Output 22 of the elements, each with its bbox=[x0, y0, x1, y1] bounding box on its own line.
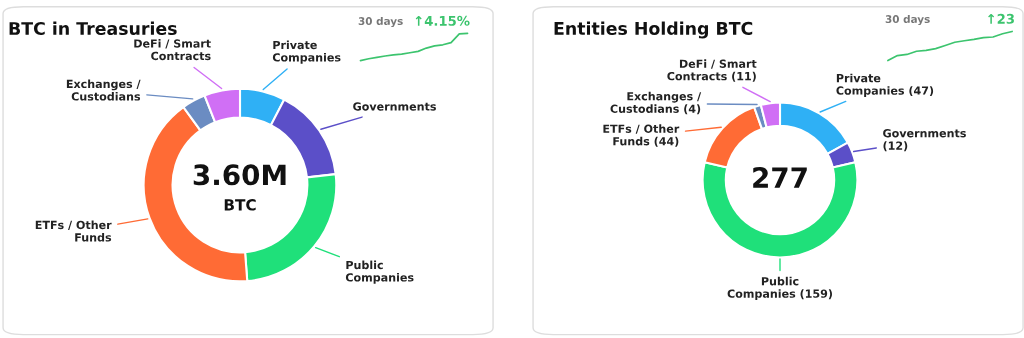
slice-label: ETFs / Other Funds bbox=[35, 220, 112, 242]
slice-label: Governments bbox=[353, 102, 436, 111]
chart-title: 30 days bbox=[358, 16, 403, 28]
slice-label: ETFs / Other Funds (44) bbox=[603, 124, 680, 147]
slice-label: DeFi / Smart Contracts (11) bbox=[667, 59, 757, 82]
text: 3.60M bbox=[193, 164, 286, 186]
slice-label: Exchanges / Custodians bbox=[66, 79, 141, 101]
chart-title: BTC in Treasuries bbox=[9, 21, 177, 36]
chart-title: Entities Holding BTC bbox=[554, 21, 753, 39]
chart-subtitle: ↑4.15% bbox=[415, 15, 470, 26]
slice-label: Private Companies (47) bbox=[836, 73, 934, 97]
chart-title: 30 days bbox=[885, 14, 930, 26]
text: 277 bbox=[753, 167, 807, 188]
text: BTC bbox=[224, 199, 256, 211]
slice-label: Governments bbox=[883, 128, 966, 138]
data-label: (12) bbox=[883, 141, 908, 152]
chart-subtitle: ↑23 bbox=[988, 13, 1014, 24]
slice-label: Public Companies bbox=[345, 260, 414, 284]
slice-label: Private Companies bbox=[272, 40, 341, 64]
slice-label: Public Companies (159) bbox=[727, 276, 832, 300]
slice-label: Exchanges / Custodians (4) bbox=[610, 91, 702, 115]
slice-label: DeFi / Smart Contracts bbox=[134, 39, 211, 61]
